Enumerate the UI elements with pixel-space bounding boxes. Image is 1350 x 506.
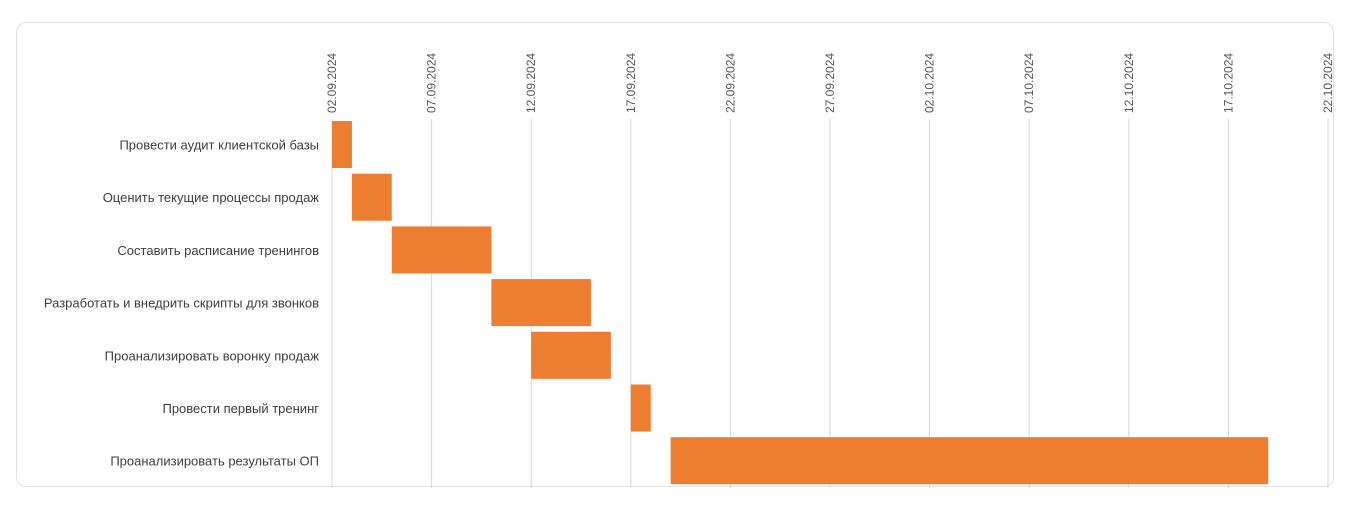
x-tick-label: 02.10.2024 xyxy=(923,53,937,113)
task-bar xyxy=(332,121,352,168)
task-bar xyxy=(351,173,392,221)
x-tick-label: 17.10.2024 xyxy=(1221,53,1235,113)
x-tick-label: 02.09.2024 xyxy=(325,53,339,113)
task-label: Оценить текущие процессы продаж xyxy=(103,190,320,205)
task-bar xyxy=(391,226,492,274)
x-tick-label: 12.10.2024 xyxy=(1122,53,1136,113)
x-axis-tick-labels: 02.09.2024 07.09.2024 12.09.2024 17.09.2024… xyxy=(325,53,1335,113)
gantt-chart: 02.09.2024 07.09.2024 12.09.2024 17.09.2024… xyxy=(44,53,1335,488)
x-tick-label: 22.10.2024 xyxy=(1321,53,1335,113)
task-label: Провести первый тренинг xyxy=(162,401,319,416)
x-tick-label: 12.09.2024 xyxy=(524,53,538,113)
task-bar xyxy=(531,331,611,379)
task-label: Проанализировать результаты ОП xyxy=(110,454,319,469)
x-tick-label: 22.09.2024 xyxy=(723,53,737,113)
x-tick-label: 07.09.2024 xyxy=(425,53,439,113)
task-label: Провести аудит клиентской базы xyxy=(119,138,319,153)
task-bars xyxy=(332,121,1269,485)
x-tick-label: 27.09.2024 xyxy=(823,53,837,113)
task-label: Составить расписание тренингов xyxy=(117,243,319,258)
chart-card: 02.09.2024 07.09.2024 12.09.2024 17.09.2024… xyxy=(16,22,1335,488)
task-label: Проанализировать воронку продаж xyxy=(105,348,320,363)
grid-lines xyxy=(331,119,1329,488)
task-label: Разработать и внедрить скрипты для звонк… xyxy=(44,296,319,311)
task-bar xyxy=(491,279,591,327)
task-bar xyxy=(670,437,1269,485)
x-tick-label: 17.09.2024 xyxy=(624,53,638,113)
task-labels: Провести аудит клиентской базы Оценить те… xyxy=(44,138,319,469)
task-bar xyxy=(630,384,651,432)
x-tick-label: 07.10.2024 xyxy=(1022,53,1036,113)
